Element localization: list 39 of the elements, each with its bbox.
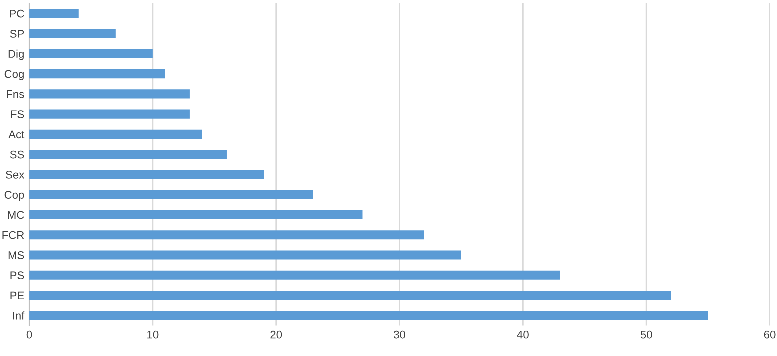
bar: [30, 291, 672, 300]
y-tick-label: Fns: [7, 90, 24, 98]
bar: [30, 210, 363, 220]
y-tick-label: PE: [10, 292, 24, 300]
bar: [30, 170, 264, 180]
y-tick-label: SP: [10, 30, 24, 38]
x-tick-label: 40: [517, 330, 529, 339]
y-tick-label: FS: [11, 110, 24, 118]
x-tick-label: 60: [764, 330, 776, 339]
bar: [30, 230, 424, 240]
bar: [30, 190, 314, 200]
y-tick-label: Dig: [8, 50, 24, 60]
x-tick-label: 0: [26, 330, 32, 339]
y-tick-label: Sex: [6, 170, 25, 179]
x-tick-label: 30: [394, 330, 406, 339]
bar: [30, 250, 462, 260]
bar: [30, 90, 190, 99]
bar: [30, 150, 227, 160]
x-tick-label: 20: [270, 330, 282, 339]
y-tick-label: Act: [8, 130, 25, 139]
bar: [30, 49, 153, 58]
y-tick-label: FCR: [2, 231, 24, 240]
y-tick-label: MS: [8, 252, 24, 260]
bar: [30, 270, 560, 280]
y-tick-label: Inf: [13, 312, 25, 320]
x-tick-label: 10: [148, 330, 159, 339]
bar: [30, 70, 166, 79]
y-tick-label: PS: [10, 272, 24, 280]
bar: [30, 29, 116, 38]
y-tick-label: MC: [8, 211, 24, 220]
bar: [30, 110, 190, 119]
bar: [30, 130, 202, 139]
y-tick-label: Cog: [4, 70, 24, 80]
y-tick-label: SS: [10, 150, 24, 159]
y-tick-label: PC: [10, 10, 24, 18]
x-tick-label: 50: [640, 330, 652, 339]
bar: [30, 9, 79, 18]
bar: [30, 311, 708, 320]
y-tick-label: Cop: [4, 191, 24, 202]
